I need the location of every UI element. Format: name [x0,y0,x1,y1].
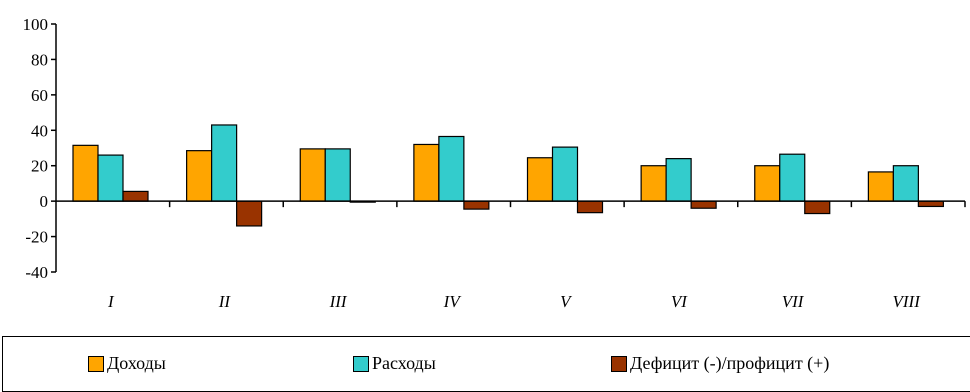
legend-swatch-expense [353,355,369,372]
bar-balance [122,190,149,202]
bar-expense [211,124,238,202]
bar-balance [917,200,944,208]
x-tick-label: VI [671,292,688,311]
bar-expense [438,135,465,202]
x-tick-label: IV [443,292,463,311]
y-tick-label: 40 [31,121,48,140]
bar-balance [804,200,831,215]
legend-swatch-revenue [88,355,104,372]
bar-revenue [640,165,667,202]
legend-item-balance: Дефицит (-)/профицит (+) [611,353,829,374]
x-tick-label: VII [782,292,805,311]
bar-balance [463,200,490,210]
x-tick-label: V [560,292,573,311]
legend-swatch-balance [611,355,627,372]
bar-expense [97,154,124,202]
bar-expense [779,153,806,202]
legend-item-revenue: Доходы [88,353,166,374]
y-tick-label: 100 [23,15,49,34]
legend-label-expense: Расходы [372,353,436,373]
x-tick-label: II [218,292,232,311]
bar-revenue [754,165,781,202]
legend-item-expense: Расходы [353,353,436,374]
legend-label-revenue: Доходы [107,353,166,373]
y-tick-label: 60 [31,86,48,105]
bar-revenue [186,150,213,202]
x-tick-label: I [107,292,115,311]
bar-revenue [72,144,99,202]
y-tick-label: -40 [25,263,48,282]
bar-expense [892,165,919,202]
legend: Доходы Расходы Дефицит (-)/профицит (+) [2,336,970,392]
bar-balance [690,200,717,209]
bar-expense [551,146,579,202]
bar-revenue [299,148,326,202]
bar-balance [576,200,604,214]
bar-expense [324,148,351,202]
x-tick-label: III [329,292,348,311]
legend-label-balance: Дефицит (-)/профицит (+) [630,353,830,373]
x-tick-label: VIII [893,292,922,311]
bar-balance [236,200,263,227]
bar-revenue [526,157,554,202]
y-tick-label: 20 [31,157,48,176]
y-tick-label: -20 [25,228,48,247]
bar-revenue [413,143,440,202]
bar-expense [665,158,692,202]
y-tick-label: 80 [31,50,48,69]
bar-revenue [867,171,894,202]
y-tick-label: 0 [40,192,49,211]
